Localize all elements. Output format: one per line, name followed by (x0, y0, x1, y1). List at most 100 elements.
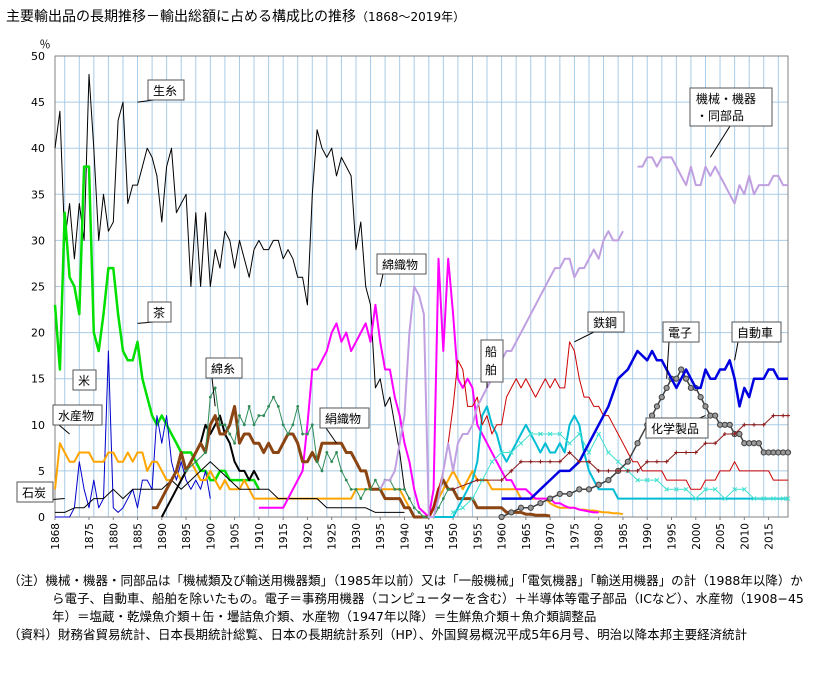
data-point (335, 451, 338, 454)
y-tick-label: 25 (31, 281, 45, 294)
data-point (577, 459, 582, 464)
y-tick-label: 10 (31, 419, 45, 432)
data-point (732, 432, 737, 437)
callout-label: 機械・機器 (696, 91, 756, 106)
x-tick-label: 1960 (497, 523, 509, 550)
data-point (499, 450, 504, 455)
data-point (586, 459, 591, 464)
data-point (233, 441, 237, 445)
data-point (654, 477, 660, 483)
data-point (537, 500, 544, 507)
callout-label: 綿糸 (211, 362, 235, 376)
y-axis-label: ％ (40, 38, 51, 51)
annotation: 船舶 (480, 339, 504, 388)
y-tick-label: 20 (31, 327, 45, 340)
data-point (673, 375, 680, 382)
x-tick-label: 1900 (205, 523, 217, 550)
data-point (281, 423, 285, 427)
data-point (654, 459, 659, 464)
data-point (703, 441, 708, 446)
data-point (441, 497, 445, 500)
callout-line (666, 341, 670, 379)
data-point (286, 432, 290, 436)
callout-label: 石炭 (22, 486, 46, 500)
x-tick-label: 1955 (472, 523, 484, 550)
data-point (509, 468, 514, 473)
data-point (664, 486, 669, 492)
source-paragraph: （資料）財務省貿易統計、日本長期統計総覧、日本の長期統計系列（HP）、外国貿易概… (8, 627, 748, 642)
x-tick-label: 1895 (181, 523, 193, 550)
data-point (518, 440, 524, 446)
callout-label: 水産物 (58, 408, 94, 423)
annotation: 茶 (137, 301, 172, 324)
data-point (722, 496, 728, 501)
callout-line (574, 331, 595, 343)
data-point (780, 496, 786, 501)
x-tick-label: 1935 (375, 523, 387, 550)
data-point (450, 510, 456, 515)
data-point (325, 451, 329, 454)
data-point (751, 496, 757, 501)
data-point (412, 506, 416, 510)
data-point (417, 510, 421, 514)
x-tick-label: 1945 (424, 523, 436, 550)
callout-label: 生糸 (153, 84, 177, 98)
x-tick-label: 1965 (521, 523, 533, 550)
data-point (658, 394, 665, 401)
data-point (306, 432, 309, 436)
data-point (736, 430, 743, 438)
data-point (301, 432, 304, 436)
series-line (428, 405, 788, 518)
data-point (393, 487, 397, 491)
y-tick-label: 35 (31, 188, 45, 201)
data-point (296, 404, 300, 408)
data-point (625, 468, 630, 473)
series-line (55, 461, 405, 513)
annotation: 綿織物 (376, 253, 427, 287)
series-15 (501, 349, 788, 500)
callout-box (72, 369, 97, 391)
data-point (262, 414, 266, 417)
callout-box (731, 321, 782, 343)
data-point (771, 413, 776, 418)
chart-title: 主要輸出品の長期推移－輸出総額に占める構成比の推移（1868〜2019年） (6, 6, 465, 26)
callout-box (587, 311, 625, 333)
data-point (742, 422, 747, 427)
series-line (501, 349, 788, 500)
data-point (517, 504, 525, 511)
data-point (228, 432, 232, 436)
data-point (556, 490, 563, 498)
data-point (272, 395, 275, 399)
data-point (528, 459, 533, 464)
data-point (320, 469, 324, 473)
data-point (615, 459, 621, 465)
data-point (712, 486, 718, 492)
data-point (354, 487, 358, 491)
callout-label: 綿織物 (382, 258, 418, 272)
series-0 (54, 73, 410, 499)
data-point (644, 477, 650, 483)
callout-line (325, 427, 337, 444)
annotation: 綿糸 (205, 357, 243, 407)
series-5 (160, 414, 260, 518)
x-tick-label: 1868 (50, 523, 62, 550)
callout-box (147, 301, 172, 323)
data-point (595, 481, 602, 488)
data-point (567, 450, 572, 455)
data-point (223, 423, 227, 427)
data-point (693, 496, 699, 501)
callout-box (16, 481, 54, 503)
data-point (722, 432, 727, 437)
data-point (732, 486, 737, 492)
data-point (596, 468, 601, 473)
x-tick-label: 1995 (666, 523, 678, 550)
annotation: 電子 (662, 321, 700, 379)
x-tick-label: 1915 (278, 523, 290, 550)
data-point (489, 459, 495, 465)
data-point (741, 486, 747, 492)
x-tick-label: 1925 (327, 523, 339, 550)
callout-label: 絹織物 (325, 412, 361, 426)
series-16 (451, 413, 790, 492)
data-point (697, 394, 704, 401)
annotation: 水産物 (52, 404, 103, 435)
